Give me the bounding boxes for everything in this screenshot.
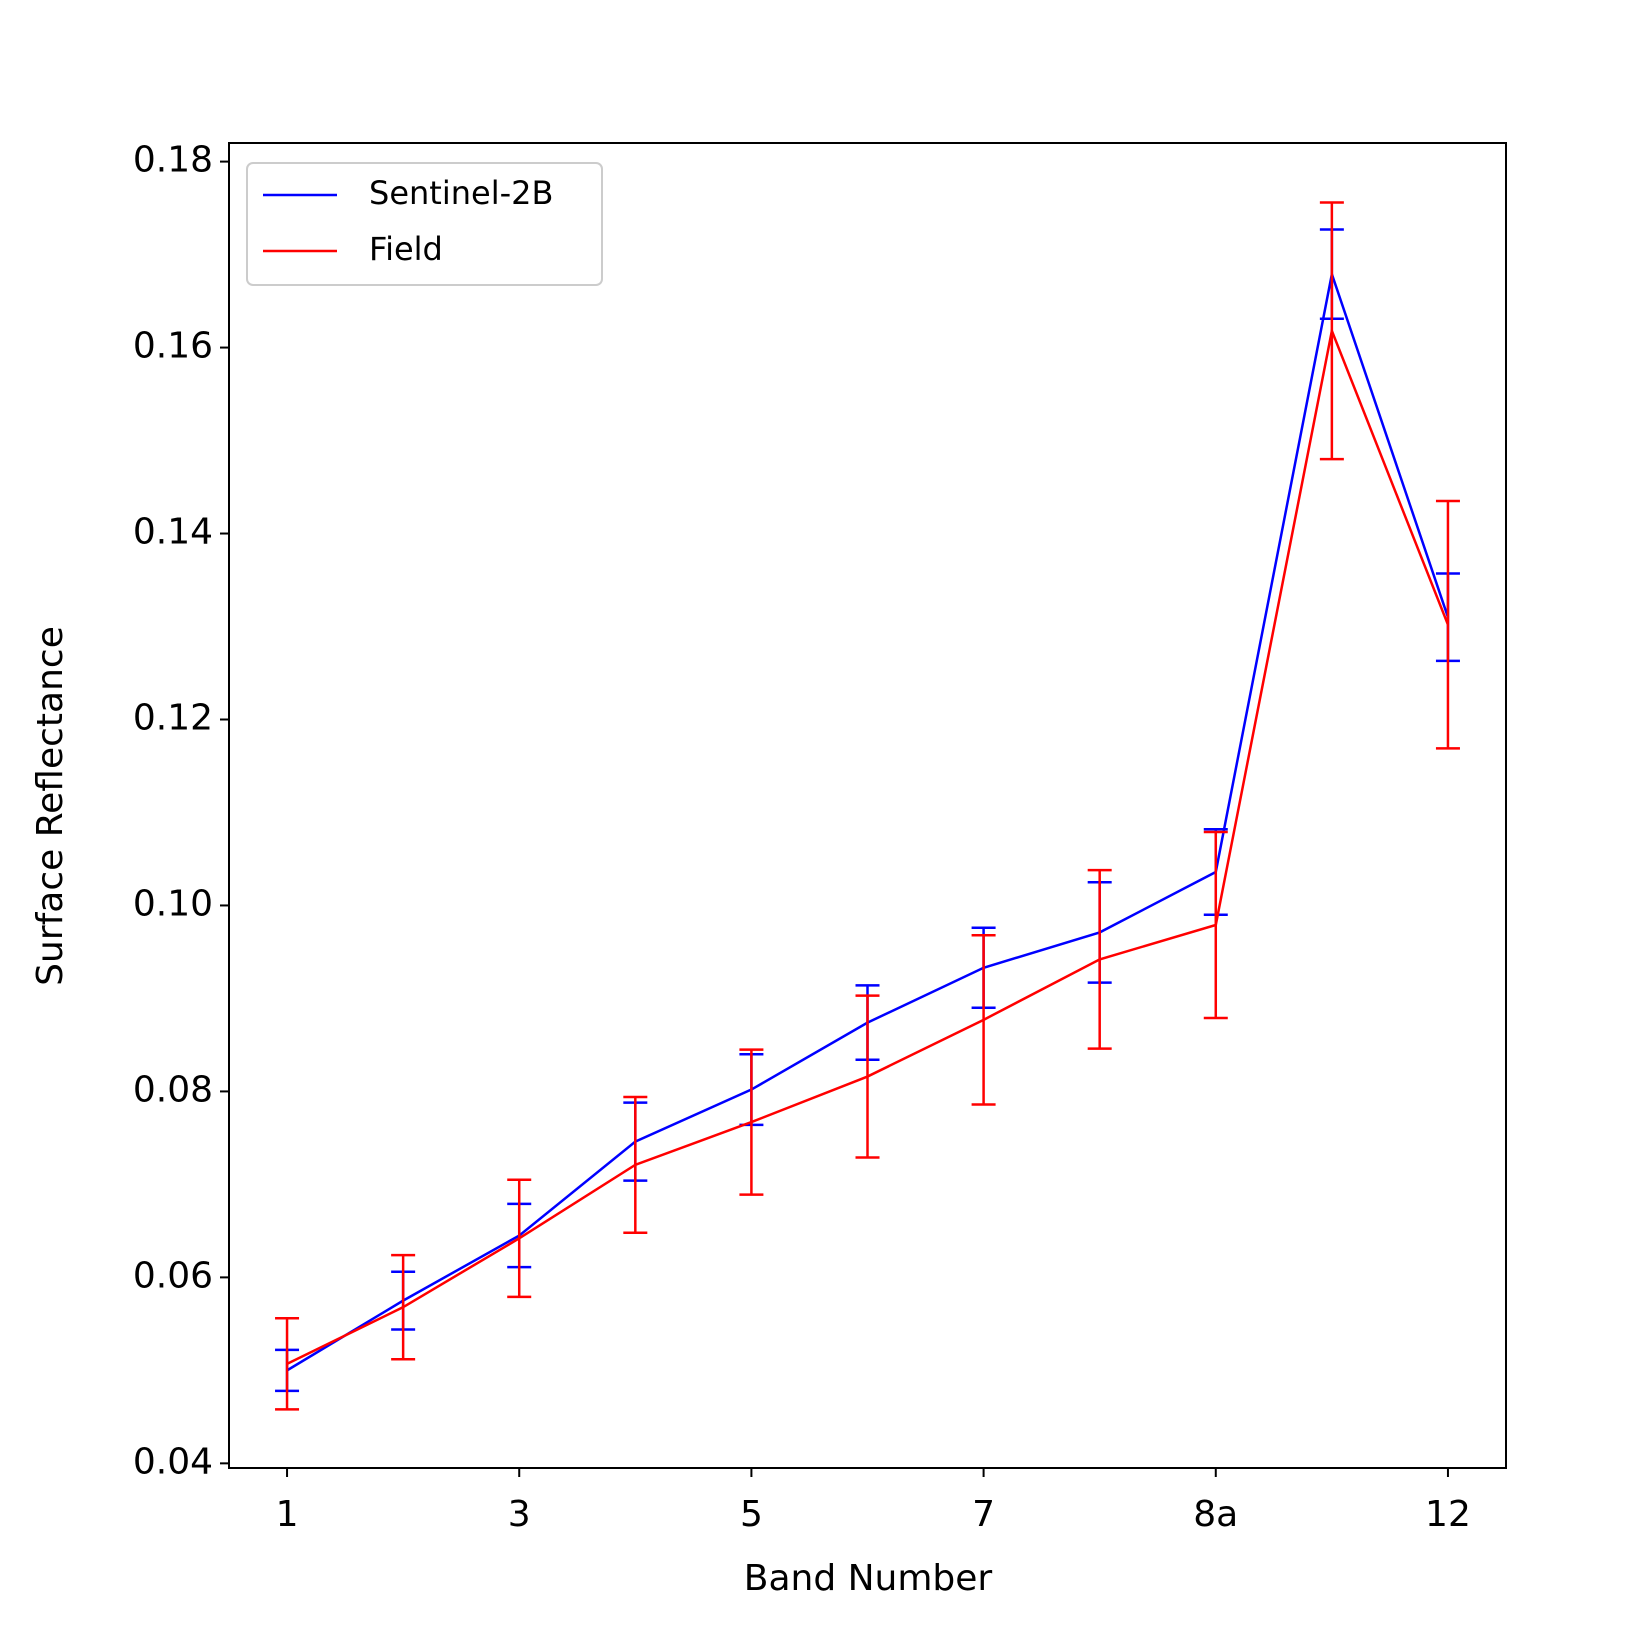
- x-tick-label: 5: [740, 1494, 763, 1535]
- x-axis-label: Band Number: [744, 1558, 993, 1599]
- y-tick-label: 0.08: [133, 1069, 213, 1110]
- series-line: [286, 326, 1450, 1365]
- legend-label: Field: [369, 230, 443, 268]
- series-line: [286, 269, 1450, 1372]
- y-tick-label: 0.04: [133, 1441, 213, 1482]
- x-tick-label: 3: [508, 1494, 531, 1535]
- legend-box: [246, 162, 603, 286]
- y-tick-label: 0.12: [133, 697, 213, 738]
- y-tick-label: 0.16: [133, 326, 213, 367]
- x-tick-label: 8a: [1193, 1494, 1238, 1535]
- y-tick-label: 0.06: [133, 1255, 213, 1296]
- legend-label: Sentinel-2B: [369, 174, 553, 212]
- plot-frame: [228, 142, 1507, 1469]
- x-tick-label: 7: [972, 1494, 995, 1535]
- y-tick-label: 0.14: [133, 512, 213, 553]
- y-axis-label: Surface Reflectance: [30, 626, 71, 986]
- y-tick-label: 0.10: [133, 883, 213, 924]
- x-tick-label: 1: [276, 1494, 299, 1535]
- y-tick-label: 0.18: [133, 140, 213, 181]
- x-tick-label: 12: [1425, 1494, 1471, 1535]
